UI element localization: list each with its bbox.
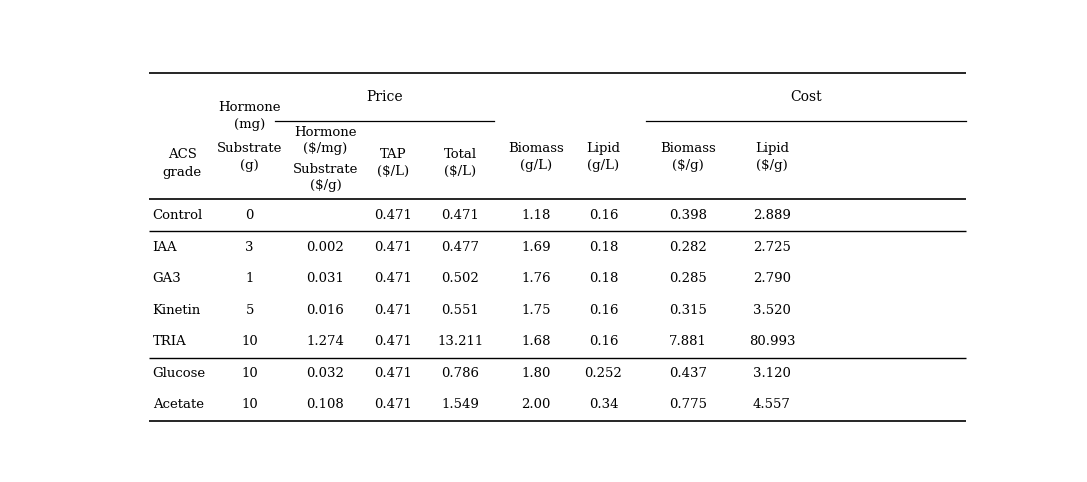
Text: grade: grade [163,166,202,179]
Text: 1.274: 1.274 [307,335,345,348]
Text: 10: 10 [241,335,258,348]
Text: TRIA: TRIA [152,335,187,348]
Text: 2.889: 2.889 [753,209,791,222]
Text: Substrate: Substrate [292,163,358,175]
Text: ACS: ACS [167,148,197,161]
Text: 13.211: 13.211 [437,335,484,348]
Text: Biomass: Biomass [660,142,715,155]
Text: 1.75: 1.75 [522,304,551,317]
Text: 3.120: 3.120 [753,367,791,380]
Text: Lipid: Lipid [754,142,789,155]
Text: Lipid: Lipid [586,142,621,155]
Text: 10: 10 [241,367,258,380]
Text: 0.016: 0.016 [307,304,345,317]
Text: (\$/L): (\$/L) [445,164,476,177]
Text: (g): (g) [240,159,259,172]
Text: 0.471: 0.471 [374,335,412,348]
Text: Control: Control [152,209,203,222]
Text: 2.790: 2.790 [753,272,791,285]
Text: GA3: GA3 [152,272,182,285]
Text: 0.16: 0.16 [589,335,619,348]
Text: 10: 10 [241,398,258,411]
Text: 0.34: 0.34 [589,398,619,411]
Text: 0.786: 0.786 [441,367,479,380]
Text: (\$/L): (\$/L) [377,164,409,177]
Text: 0.315: 0.315 [669,304,707,317]
Text: Price: Price [366,90,402,104]
Text: 0.285: 0.285 [669,272,707,285]
Text: 0.16: 0.16 [589,209,619,222]
Text: 0: 0 [246,209,253,222]
Text: 0.252: 0.252 [585,367,622,380]
Text: 3: 3 [246,241,254,254]
Text: (g/L): (g/L) [520,159,552,172]
Text: 0.471: 0.471 [374,398,412,411]
Text: Hormone: Hormone [218,101,280,114]
Text: 1.549: 1.549 [441,398,479,411]
Text: (g/L): (g/L) [587,159,620,172]
Text: 1.69: 1.69 [521,241,551,254]
Text: (\$/mg): (\$/mg) [303,142,348,155]
Text: 0.471: 0.471 [374,272,412,285]
Text: Hormone: Hormone [295,126,357,138]
Text: 0.471: 0.471 [441,209,479,222]
Text: 0.477: 0.477 [441,241,479,254]
Text: Cost: Cost [790,90,822,104]
Text: (\$/g): (\$/g) [310,179,341,192]
Text: TAP: TAP [379,148,407,161]
Text: (mg): (mg) [234,118,265,131]
Text: 0.031: 0.031 [307,272,345,285]
Text: 7.881: 7.881 [669,335,707,348]
Text: 0.551: 0.551 [441,304,479,317]
Text: (\$/g): (\$/g) [672,159,703,172]
Text: 1: 1 [246,272,253,285]
Text: 0.502: 0.502 [441,272,479,285]
Text: 3.520: 3.520 [753,304,791,317]
Text: 0.775: 0.775 [669,398,707,411]
Text: 0.471: 0.471 [374,209,412,222]
Text: 0.18: 0.18 [589,241,619,254]
Text: 0.471: 0.471 [374,367,412,380]
Text: 1.68: 1.68 [522,335,551,348]
Text: Glucose: Glucose [152,367,205,380]
Text: Substrate: Substrate [217,142,283,155]
Text: 5: 5 [246,304,253,317]
Text: 0.032: 0.032 [307,367,345,380]
Text: 0.437: 0.437 [669,367,707,380]
Text: (\$/g): (\$/g) [757,159,788,172]
Text: 2.00: 2.00 [522,398,551,411]
Text: 4.557: 4.557 [753,398,791,411]
Text: 0.282: 0.282 [669,241,707,254]
Text: Kinetin: Kinetin [152,304,201,317]
Text: 0.002: 0.002 [307,241,345,254]
Text: 1.18: 1.18 [522,209,551,222]
Text: 0.398: 0.398 [669,209,707,222]
Text: Biomass: Biomass [508,142,564,155]
Text: 1.80: 1.80 [522,367,551,380]
Text: IAA: IAA [152,241,177,254]
Text: 2.725: 2.725 [753,241,791,254]
Text: 1.76: 1.76 [521,272,551,285]
Text: 0.18: 0.18 [589,272,619,285]
Text: 0.16: 0.16 [589,304,619,317]
Text: 0.108: 0.108 [307,398,345,411]
Text: 80.993: 80.993 [749,335,796,348]
Text: Acetate: Acetate [152,398,203,411]
Text: Total: Total [443,148,477,161]
Text: 0.471: 0.471 [374,241,412,254]
Text: 0.471: 0.471 [374,304,412,317]
